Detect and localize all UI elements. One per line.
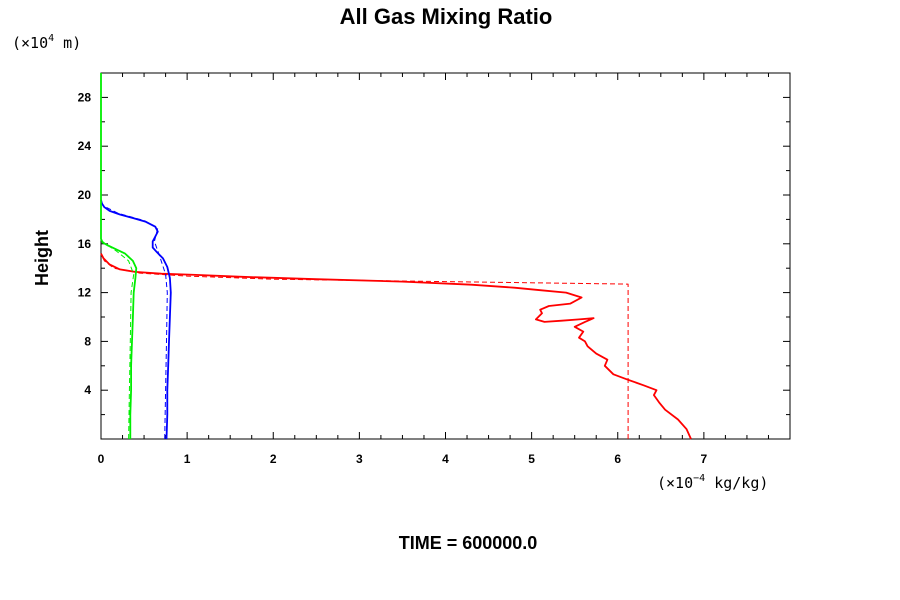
series-line-4 bbox=[100, 200, 168, 440]
y-tick-label: 20 bbox=[78, 188, 92, 202]
time-footer: TIME = 600000.0 bbox=[399, 533, 538, 553]
y-tick-label: 8 bbox=[84, 334, 91, 348]
y-tick-label: 28 bbox=[78, 90, 92, 104]
x-tick-labels: 0 1 2 3 4 5 6 7 bbox=[98, 452, 708, 466]
x-tick-label: 7 bbox=[701, 452, 708, 466]
series-line-5 bbox=[100, 73, 138, 439]
y-tick-label: 12 bbox=[78, 286, 92, 300]
plot-frame bbox=[100, 72, 791, 440]
series-line-2 bbox=[100, 253, 629, 439]
y-tick-label: 4 bbox=[84, 383, 91, 397]
series-line-3 bbox=[100, 199, 172, 440]
x-tick-label: 1 bbox=[184, 452, 191, 466]
x-unit-exponent: −4 bbox=[693, 473, 705, 484]
chart-title: All Gas Mixing Ratio bbox=[340, 4, 553, 29]
x-unit-suffix: kg/kg) bbox=[705, 474, 768, 492]
x-tick-label: 6 bbox=[614, 452, 621, 466]
x-axis-unit: (×10−4 kg/kg) bbox=[657, 473, 768, 492]
series-line-6 bbox=[100, 239, 135, 440]
y-axis-label: Height bbox=[32, 230, 52, 286]
y-unit-suffix: m) bbox=[54, 34, 81, 52]
y-tick-labels: 4 8 12 16 20 24 28 bbox=[78, 90, 92, 397]
x-tick-label: 4 bbox=[442, 452, 449, 466]
x-tick-label: 2 bbox=[270, 452, 277, 466]
y-tick-label: 16 bbox=[78, 237, 92, 251]
x-unit-prefix: (×10 bbox=[657, 474, 693, 492]
series-lines bbox=[100, 73, 692, 440]
x-tick-label: 0 bbox=[98, 452, 105, 466]
series-line-1 bbox=[100, 253, 692, 440]
y-unit-exponent: 4 bbox=[48, 33, 54, 44]
x-tick-label: 3 bbox=[356, 452, 363, 466]
x-tick-label: 5 bbox=[528, 452, 535, 466]
y-axis-unit: (×104 m) bbox=[12, 33, 81, 52]
axis-ticks bbox=[100, 73, 791, 439]
y-tick-label: 24 bbox=[78, 139, 92, 153]
y-unit-prefix: (×10 bbox=[12, 34, 48, 52]
